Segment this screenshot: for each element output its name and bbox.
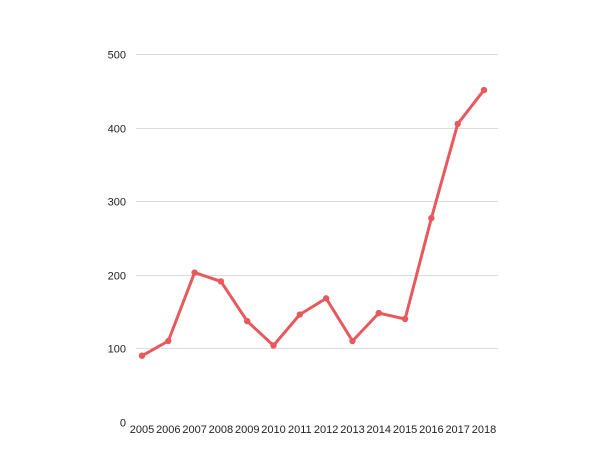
- data-point-2010: [270, 342, 277, 349]
- x-tick-label-2005: 2005: [130, 424, 154, 436]
- data-point-2017: [454, 120, 461, 128]
- x-tick-label-2009: 2009: [235, 424, 259, 436]
- data-point-2014: [375, 309, 382, 317]
- data-point-2015: [401, 315, 409, 323]
- data-points: [138, 86, 488, 359]
- data-point-2016: [428, 214, 435, 222]
- x-tick-label-2008: 2008: [209, 424, 233, 436]
- x-tick-label-2006: 2006: [156, 424, 180, 436]
- x-tick-label-2010: 2010: [261, 424, 285, 436]
- data-point-2009: [244, 317, 251, 325]
- y-tick-label-0: 0: [120, 418, 126, 430]
- x-tick-label-2018: 2018: [472, 424, 496, 436]
- x-tick-label-2016: 2016: [419, 424, 443, 436]
- y-tick-label-400: 400: [108, 124, 126, 136]
- series-line-0: [140, 88, 486, 358]
- series-layer: [140, 88, 486, 358]
- data-point-2007: [191, 269, 198, 276]
- x-tick-label-2014: 2014: [367, 424, 391, 436]
- x-tick-label-2007: 2007: [182, 424, 206, 436]
- x-tick-label-2011: 2011: [288, 424, 312, 436]
- y-tick-label-300: 300: [108, 197, 126, 209]
- data-point-2012: [322, 295, 330, 302]
- y-tick-label-500: 500: [108, 50, 126, 62]
- y-tick-label-200: 200: [108, 271, 126, 283]
- data-point-2008: [217, 278, 225, 285]
- y-tick-label-100: 100: [108, 344, 126, 356]
- x-axis-tick-labels: 2005 2006 2007 2008 2009 2010 2011 2012 2013 2014…: [130, 424, 496, 436]
- x-tick-label-2012: 2012: [314, 424, 338, 436]
- x-tick-label-2015: 2015: [393, 424, 417, 436]
- data-point-2013: [349, 337, 356, 345]
- y-axis-tick-labels: 0 100 200 300 400 500: [108, 50, 126, 430]
- data-point-2011: [296, 311, 304, 318]
- x-tick-label-2013: 2013: [340, 424, 364, 436]
- data-point-2018: [480, 86, 488, 94]
- x-tick-label-2017: 2017: [445, 424, 469, 436]
- data-point-2006: [165, 337, 172, 345]
- data-point-2005: [138, 352, 146, 359]
- grid-lines: [136, 54, 498, 349]
